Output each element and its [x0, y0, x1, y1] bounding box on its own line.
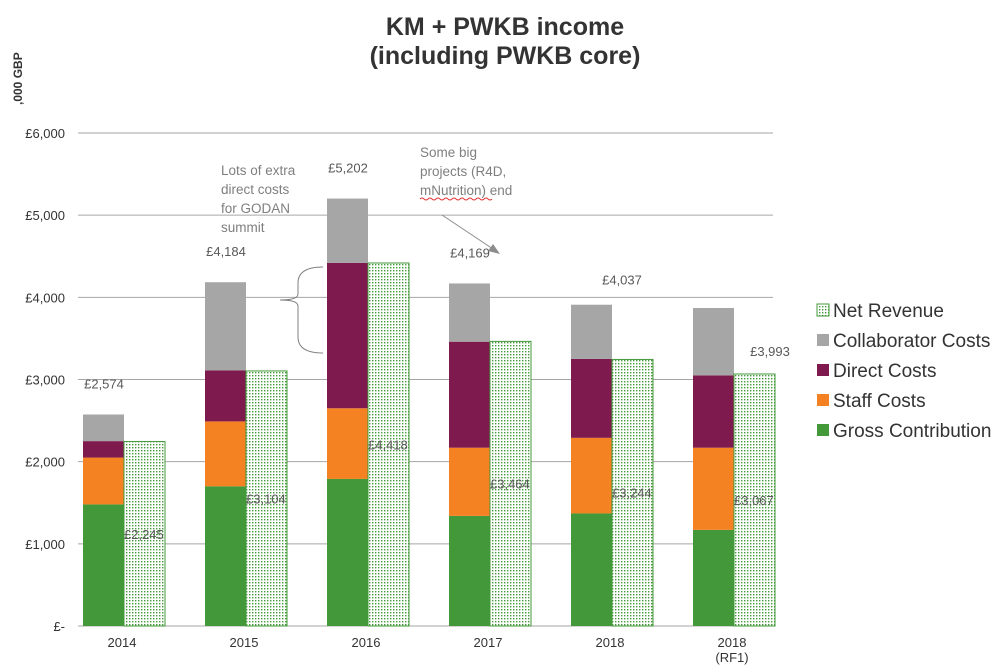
bar-segment-direct-costs — [205, 370, 246, 422]
bar-segment-staff-costs — [327, 408, 368, 479]
annotation-projects-line-1: Some big — [420, 145, 477, 160]
net-revenue-label: £3,244 — [612, 486, 652, 501]
annotation-projects-line-3: mNutrition) end — [420, 183, 512, 198]
bar-segment-gross-contribution — [83, 504, 124, 626]
annotation-projects-line-2: projects (R4D, — [420, 164, 506, 179]
y-tick-label: £- — [53, 619, 65, 634]
y-tick-label: £6,000 — [25, 126, 65, 141]
x-tick-label: 2016 — [352, 635, 381, 650]
annotation-godan-line-4: summit — [221, 220, 265, 235]
legend-swatch — [817, 334, 829, 346]
y-tick-label: £3,000 — [25, 373, 65, 388]
total-label: £5,202 — [328, 161, 368, 176]
y-axis-ticks: £- £1,000 £2,000 £3,000 £4,000 £5,000 £6,000 — [25, 126, 65, 634]
x-tick-label: 2018 — [596, 635, 625, 650]
y-tick-label: £5,000 — [25, 208, 65, 223]
annotation-squiggle — [419, 197, 493, 201]
x-tick-label: 2014 — [108, 635, 137, 650]
y-tick-label: £4,000 — [25, 290, 65, 305]
x-tick-label: 2017 — [474, 635, 503, 650]
bar-segment-collaborator-costs — [693, 308, 734, 376]
total-label: £2,574 — [84, 377, 124, 392]
chart-title-line-1: KM + PWKB income — [386, 13, 624, 41]
x-axis-ticks: 2014 2015 2016 2017 2018 2018(RF1) — [108, 635, 749, 665]
bar-segment-staff-costs — [693, 447, 734, 530]
annotation-brace — [279, 266, 324, 354]
bar-net-revenue — [367, 262, 410, 627]
annotation-godan: Lots of extra direct costs for GODAN sum… — [221, 163, 324, 354]
bar-segment-collaborator-costs — [449, 283, 490, 342]
annotation-godan-line-3: for GODAN — [221, 201, 290, 216]
annotation-projects-end: Some big projects (R4D, mNutrition) end — [419, 145, 512, 254]
net-revenue-label: £3,067 — [734, 493, 774, 508]
y-tick-label: £1,000 — [25, 537, 65, 552]
bar-segment-collaborator-costs — [205, 282, 246, 371]
bar-segment-gross-contribution — [571, 513, 612, 626]
x-tick-label: (RF1) — [715, 650, 748, 665]
data-labels: £2,574 £2,245 £4,184 £3,104 £5,202 £4,418 £4,1… — [84, 161, 790, 542]
annotation-godan-line-1: Lots of extra — [221, 163, 296, 178]
legend-swatch — [817, 364, 829, 376]
gridlines — [78, 132, 773, 627]
bar-segment-direct-costs — [693, 375, 734, 448]
bar-segment-collaborator-costs — [571, 304, 612, 359]
bars — [83, 198, 776, 627]
y-axis-title: ,000 GBP — [11, 52, 25, 105]
total-label: £3,993 — [750, 344, 790, 359]
bar-net-revenue — [611, 358, 654, 627]
legend-label: Net Revenue — [833, 301, 944, 322]
y-tick-label: £2,000 — [25, 455, 65, 470]
total-label: £4,037 — [602, 273, 642, 288]
total-label: £4,184 — [206, 244, 246, 259]
legend-swatch — [816, 303, 830, 317]
net-revenue-label: £4,418 — [368, 437, 408, 452]
bar-segment-staff-costs — [205, 421, 246, 487]
net-revenue-label: £2,245 — [124, 527, 164, 542]
annotation-arrow-line — [441, 214, 497, 252]
bar-net-revenue — [245, 370, 288, 627]
bar-segment-staff-costs — [449, 447, 490, 516]
bar-segment-collaborator-costs — [327, 198, 368, 263]
chart-title-line-2: (including PWKB core) — [370, 42, 641, 70]
bar-segment-gross-contribution — [693, 529, 734, 626]
net-revenue-label: £3,104 — [246, 491, 286, 506]
legend-swatch — [817, 394, 829, 406]
bar-net-revenue — [123, 441, 166, 627]
legend: Net Revenue Collaborator Costs Direct Cost… — [816, 301, 991, 442]
bar-segment-staff-costs — [83, 457, 124, 505]
bar-segment-direct-costs — [449, 341, 490, 448]
net-revenue-label: £3,464 — [490, 477, 530, 492]
bar-segment-direct-costs — [327, 262, 368, 409]
bar-segment-gross-contribution — [449, 515, 490, 626]
legend-label: Collaborator Costs — [833, 331, 990, 352]
legend-swatch — [817, 424, 829, 436]
total-label: £4,169 — [450, 245, 490, 260]
bar-segment-staff-costs — [571, 437, 612, 514]
legend-label: Staff Costs — [833, 391, 926, 412]
bar-segment-collaborator-costs — [83, 414, 124, 442]
x-tick-label: 2015 — [230, 635, 259, 650]
legend-label: Gross Contribution — [833, 421, 991, 442]
annotation-godan-line-2: direct costs — [221, 182, 290, 197]
bar-net-revenue — [733, 373, 776, 627]
bar-net-revenue — [489, 340, 532, 627]
legend-label: Direct Costs — [833, 361, 936, 382]
bar-segment-gross-contribution — [327, 478, 368, 626]
annotation-arrow-head — [488, 244, 500, 254]
bar-segment-direct-costs — [571, 358, 612, 438]
bar-segment-direct-costs — [83, 441, 124, 458]
bar-segment-gross-contribution — [205, 486, 246, 626]
x-tick-label: 2018 — [718, 635, 747, 650]
